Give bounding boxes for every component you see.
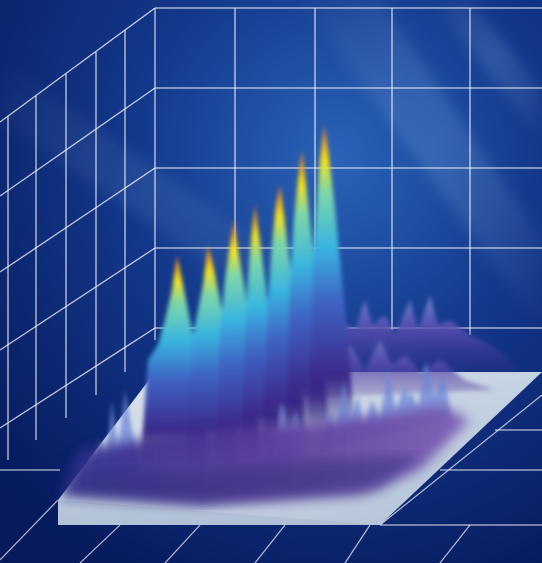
peak-ridges (140, 125, 355, 470)
left-wall-grid (0, 7, 156, 460)
floor-grid (0, 394, 542, 563)
